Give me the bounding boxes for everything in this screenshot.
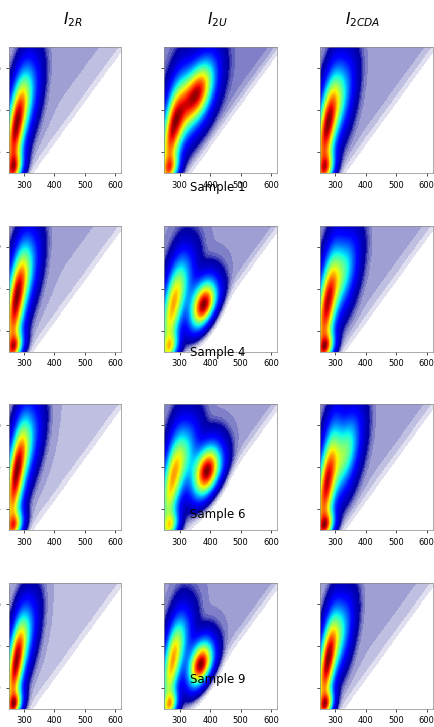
Text: $I_{2CDA}$: $I_{2CDA}$: [344, 10, 379, 29]
Text: Sample 9: Sample 9: [189, 673, 245, 686]
Text: Sample 6: Sample 6: [189, 508, 245, 521]
Text: Sample 1: Sample 1: [189, 181, 245, 194]
Text: $I_{2R}$: $I_{2R}$: [62, 10, 82, 29]
Text: Sample 4: Sample 4: [189, 346, 245, 359]
Text: $I_{2U}$: $I_{2U}$: [207, 10, 227, 29]
